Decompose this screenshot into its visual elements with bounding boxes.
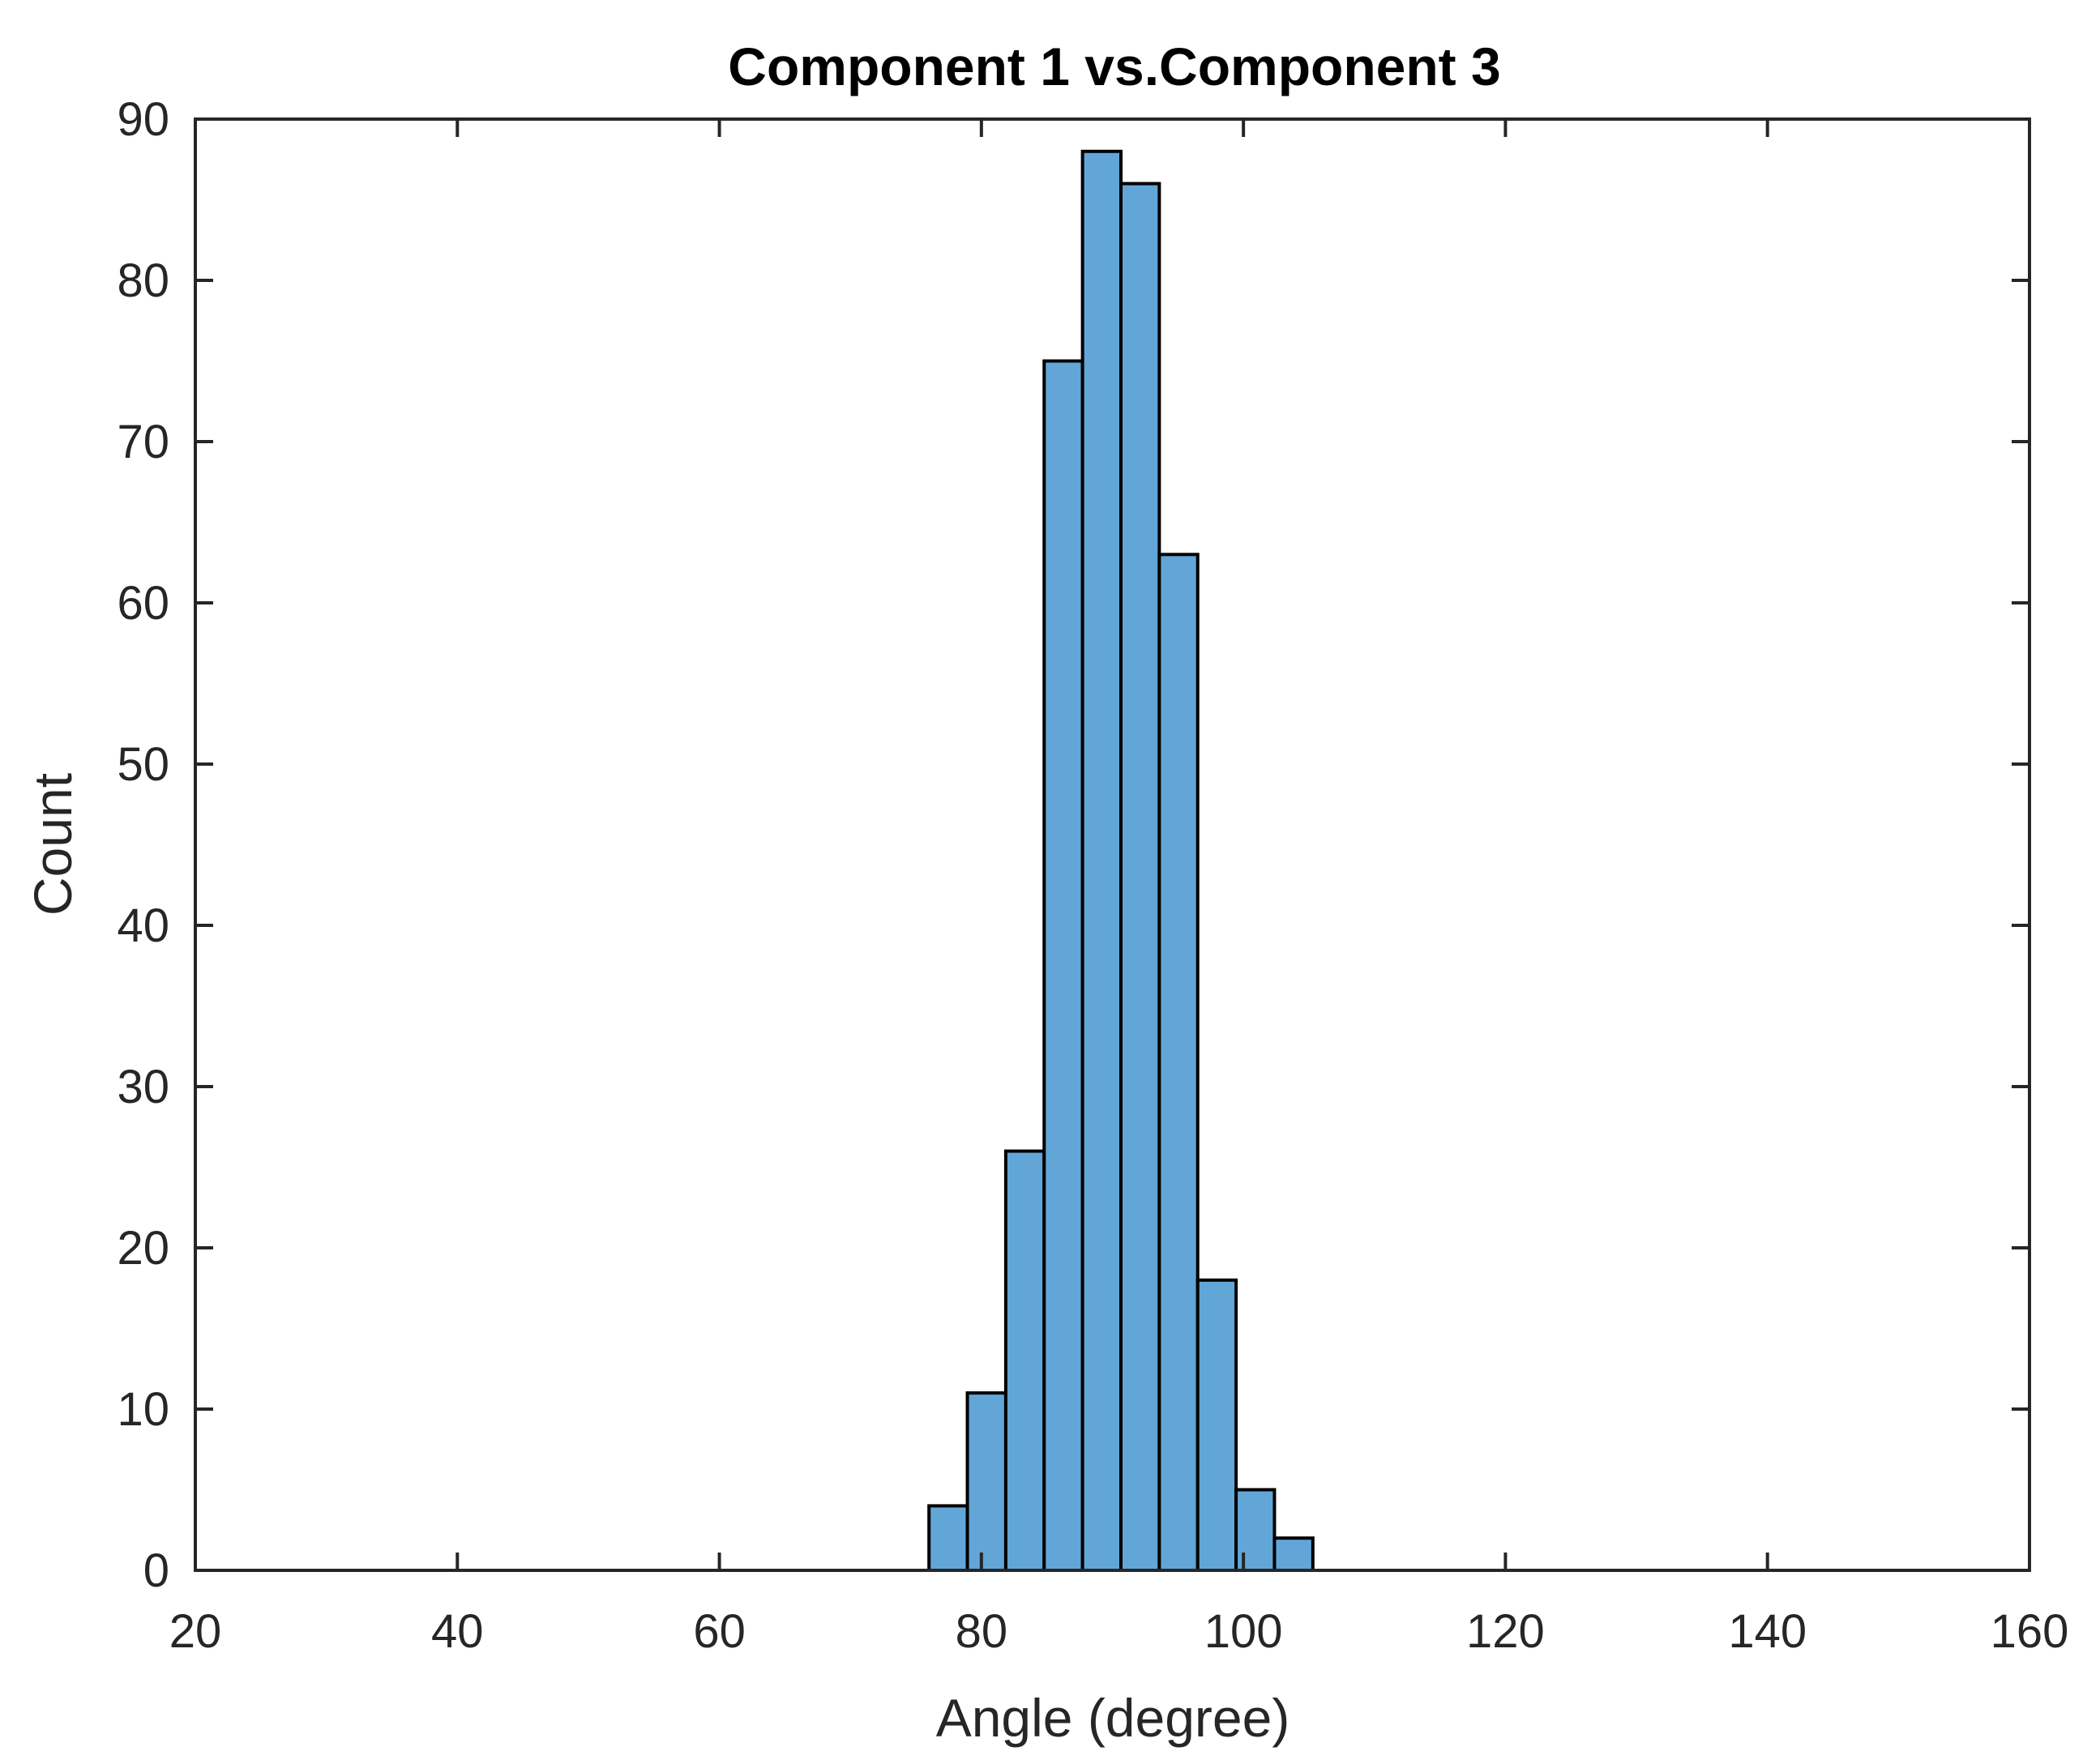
x-tick-label-1: 40 [431, 1605, 484, 1658]
x-axis-label: Angle (degree) [936, 1688, 1290, 1748]
x-tick-label-7: 160 [1991, 1605, 2069, 1658]
x-tick-label-0: 20 [169, 1605, 222, 1658]
histogram-bar-0 [927, 1504, 969, 1573]
histogram-bar-4 [1080, 149, 1123, 1572]
histogram-bar-7 [1195, 1278, 1238, 1573]
y-tick-label-8: 80 [117, 254, 169, 307]
x-tick-label-6: 140 [1728, 1605, 1807, 1658]
plot-frame [194, 117, 2031, 1572]
y-tick-label-7: 70 [117, 416, 169, 468]
x-tick-label-3: 80 [956, 1605, 1008, 1658]
y-tick-label-1: 10 [117, 1383, 169, 1436]
histogram-bar-3 [1042, 359, 1084, 1572]
chart-title: Component 1 vs.Component 3 [728, 36, 1500, 96]
y-tick-label-9: 90 [117, 93, 169, 146]
x-axis-tick-labels: 20 40 60 80 100 120 140 160 [169, 1605, 2069, 1658]
histogram-bar-1 [965, 1391, 1007, 1572]
x-tick-label-5: 120 [1466, 1605, 1545, 1658]
y-tick-label-0: 0 [143, 1544, 169, 1597]
histogram-bar-2 [1003, 1149, 1046, 1572]
x-tick-label-4: 100 [1204, 1605, 1283, 1658]
y-tick-label-6: 60 [117, 577, 169, 630]
y-axis-tick-labels: 0 10 20 30 40 50 60 70 80 90 [117, 93, 169, 1597]
histogram-bar-9 [1272, 1536, 1315, 1572]
histogram-bar-6 [1157, 553, 1200, 1572]
y-tick-label-2: 20 [117, 1222, 169, 1275]
x-tick-label-2: 60 [693, 1605, 746, 1658]
y-tick-label-3: 30 [117, 1061, 169, 1113]
y-tick-label-5: 50 [117, 738, 169, 791]
y-axis-label: Count [23, 773, 83, 916]
y-tick-label-4: 40 [117, 899, 169, 952]
histogram-bar-5 [1119, 182, 1161, 1573]
histogram-bars [927, 149, 1315, 1573]
